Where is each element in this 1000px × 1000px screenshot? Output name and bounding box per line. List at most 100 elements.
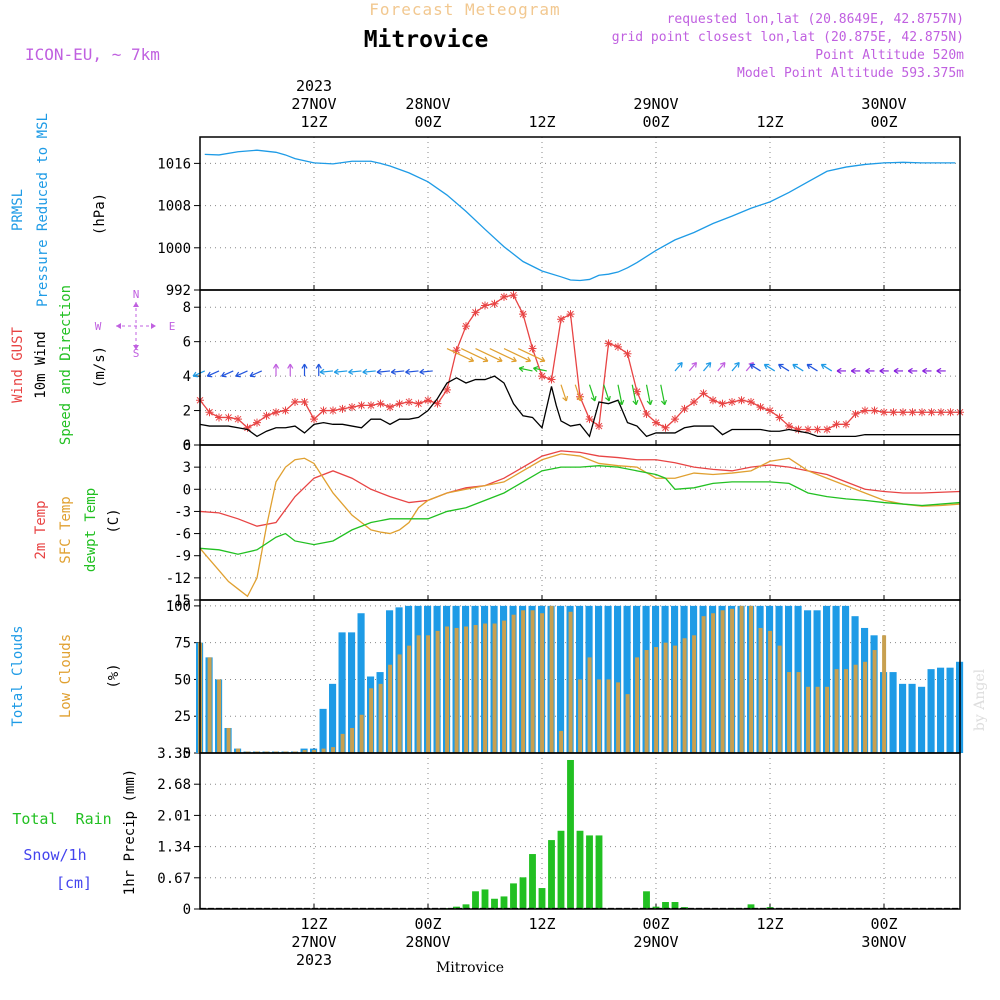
gust-marker: [215, 413, 223, 422]
bottom-time-label: 00Z: [870, 915, 897, 933]
wind-direction-arrow-head: [865, 367, 871, 375]
total-cloud-bar: [348, 632, 356, 753]
y-tick-label: -12: [166, 571, 191, 587]
precip-bar: [576, 830, 584, 909]
point-altitude: Point Altitude 520m: [815, 48, 964, 63]
wind-direction-arrow: [617, 384, 623, 405]
wind-direction-arrow-head: [362, 368, 368, 375]
y-tick-label: 1.34: [157, 840, 191, 856]
top-time-label: 28NOV: [405, 95, 450, 113]
wind-direction-arrow-head: [562, 395, 569, 402]
gust-marker: [262, 411, 271, 420]
gust-marker: [671, 415, 679, 424]
wind-direction-arrow-head: [287, 363, 294, 369]
low-cloud-bar: [350, 727, 355, 753]
model-altitude: Model Point Altitude 593.375m: [737, 66, 964, 81]
model-label: ICON-EU, ~ 7km: [25, 45, 160, 64]
low-cloud-bar: [530, 610, 535, 753]
gust-marker: [709, 396, 717, 405]
low-cloud-bar: [226, 727, 231, 753]
bottom-time-label: 12Z: [300, 915, 327, 933]
low-cloud-bar: [882, 635, 887, 753]
wind-direction-arrow-head: [405, 368, 411, 375]
low-cloud-bar: [673, 645, 678, 753]
gust-marker: [880, 408, 888, 417]
gust-marker: [547, 375, 556, 384]
low-cloud-bar: [587, 657, 592, 753]
low-cloud-bar: [787, 672, 792, 753]
total-cloud-bar: [338, 632, 346, 753]
wind-line: [199, 375, 960, 438]
low-cloud-bar: [711, 613, 716, 753]
gust-marker: [775, 413, 784, 422]
gust-marker: [870, 406, 879, 415]
gust-marker: [794, 425, 803, 434]
wind-direction-arrow-head: [319, 368, 325, 375]
top-time-label: 2023: [296, 77, 332, 95]
footer-station: Mitrovice: [436, 960, 504, 976]
wind-direction-arrow-head: [235, 371, 241, 378]
gust-marker: [728, 397, 736, 406]
gust-marker: [614, 342, 622, 351]
low-cloud-bar: [654, 647, 659, 753]
top-time-label: 00Z: [870, 113, 897, 131]
precip-bar: [481, 889, 489, 909]
low-cloud-bar: [635, 657, 640, 753]
compass-east: E: [169, 320, 176, 333]
gust-marker: [234, 415, 242, 424]
panel-frame-precip: [199, 752, 961, 910]
pressure-line: [204, 149, 956, 282]
total-cloud-bar: [357, 613, 365, 753]
gust-marker: [424, 396, 432, 405]
wind-direction-arrow: [334, 370, 348, 373]
low-cloud-bar: [207, 657, 212, 753]
wind-direction-arrow-head: [272, 363, 280, 369]
wind-direction-arrow: [674, 362, 683, 372]
gust-marker: [443, 385, 451, 394]
gust-marker: [414, 399, 423, 408]
gust-marker: [367, 401, 375, 410]
wind-y-ticks: 0 2 4 6 8: [183, 300, 191, 454]
top-time-label: 12Z: [300, 113, 327, 131]
gust-marker: [433, 399, 442, 408]
low-cloud-bar: [340, 733, 345, 753]
precip-bar: [662, 902, 669, 909]
gust-marker: [842, 420, 850, 429]
wind-direction-arrow: [645, 384, 652, 405]
precip-y-ticks: 0 0.67 1.34 2.01 2.68 3.35: [157, 746, 191, 918]
gust-marker: [652, 418, 660, 427]
wind-direction-arrow: [588, 384, 596, 402]
wind-direction-arrow-head: [604, 395, 611, 402]
y-tick-label: 8: [183, 300, 191, 316]
total-cloud-bar: [918, 686, 926, 753]
y-tick-label: 1008: [157, 199, 191, 215]
gust-marker: [633, 387, 641, 396]
low-cloud-bar: [521, 610, 526, 753]
low-cloud-bar: [701, 616, 706, 753]
wind-direction-arrow: [821, 363, 833, 372]
low-cloud-bar: [872, 650, 877, 753]
wind-label-speed: Speed and Direction: [58, 285, 74, 445]
wind-direction-arrow-head: [249, 371, 256, 378]
wind-direction-arrow: [419, 370, 433, 373]
bottom-time-label: 28NOV: [405, 933, 450, 951]
wind-direction-arrow-head: [820, 363, 827, 370]
precip-bar: [586, 835, 593, 909]
low-cloud-bar: [796, 672, 801, 753]
wind-direction-arrow-head: [206, 371, 213, 378]
precip-bar: [747, 904, 755, 909]
temp-series: [199, 450, 961, 598]
total-cloud-bar: [927, 669, 935, 753]
wind-direction-arrow-head: [511, 356, 517, 363]
wind-direction-arrow-head: [525, 356, 532, 363]
y-tick-label: 0: [183, 482, 191, 498]
y-tick-label: -9: [174, 549, 191, 565]
panel-frame-temp: [199, 444, 961, 601]
precip-bar: [557, 830, 565, 909]
low-cloud-bar: [739, 605, 744, 753]
clouds-unit: (%): [106, 663, 122, 688]
wind-label-10m: 10m Wind: [33, 331, 49, 398]
wind-direction-arrow-head: [907, 367, 913, 375]
